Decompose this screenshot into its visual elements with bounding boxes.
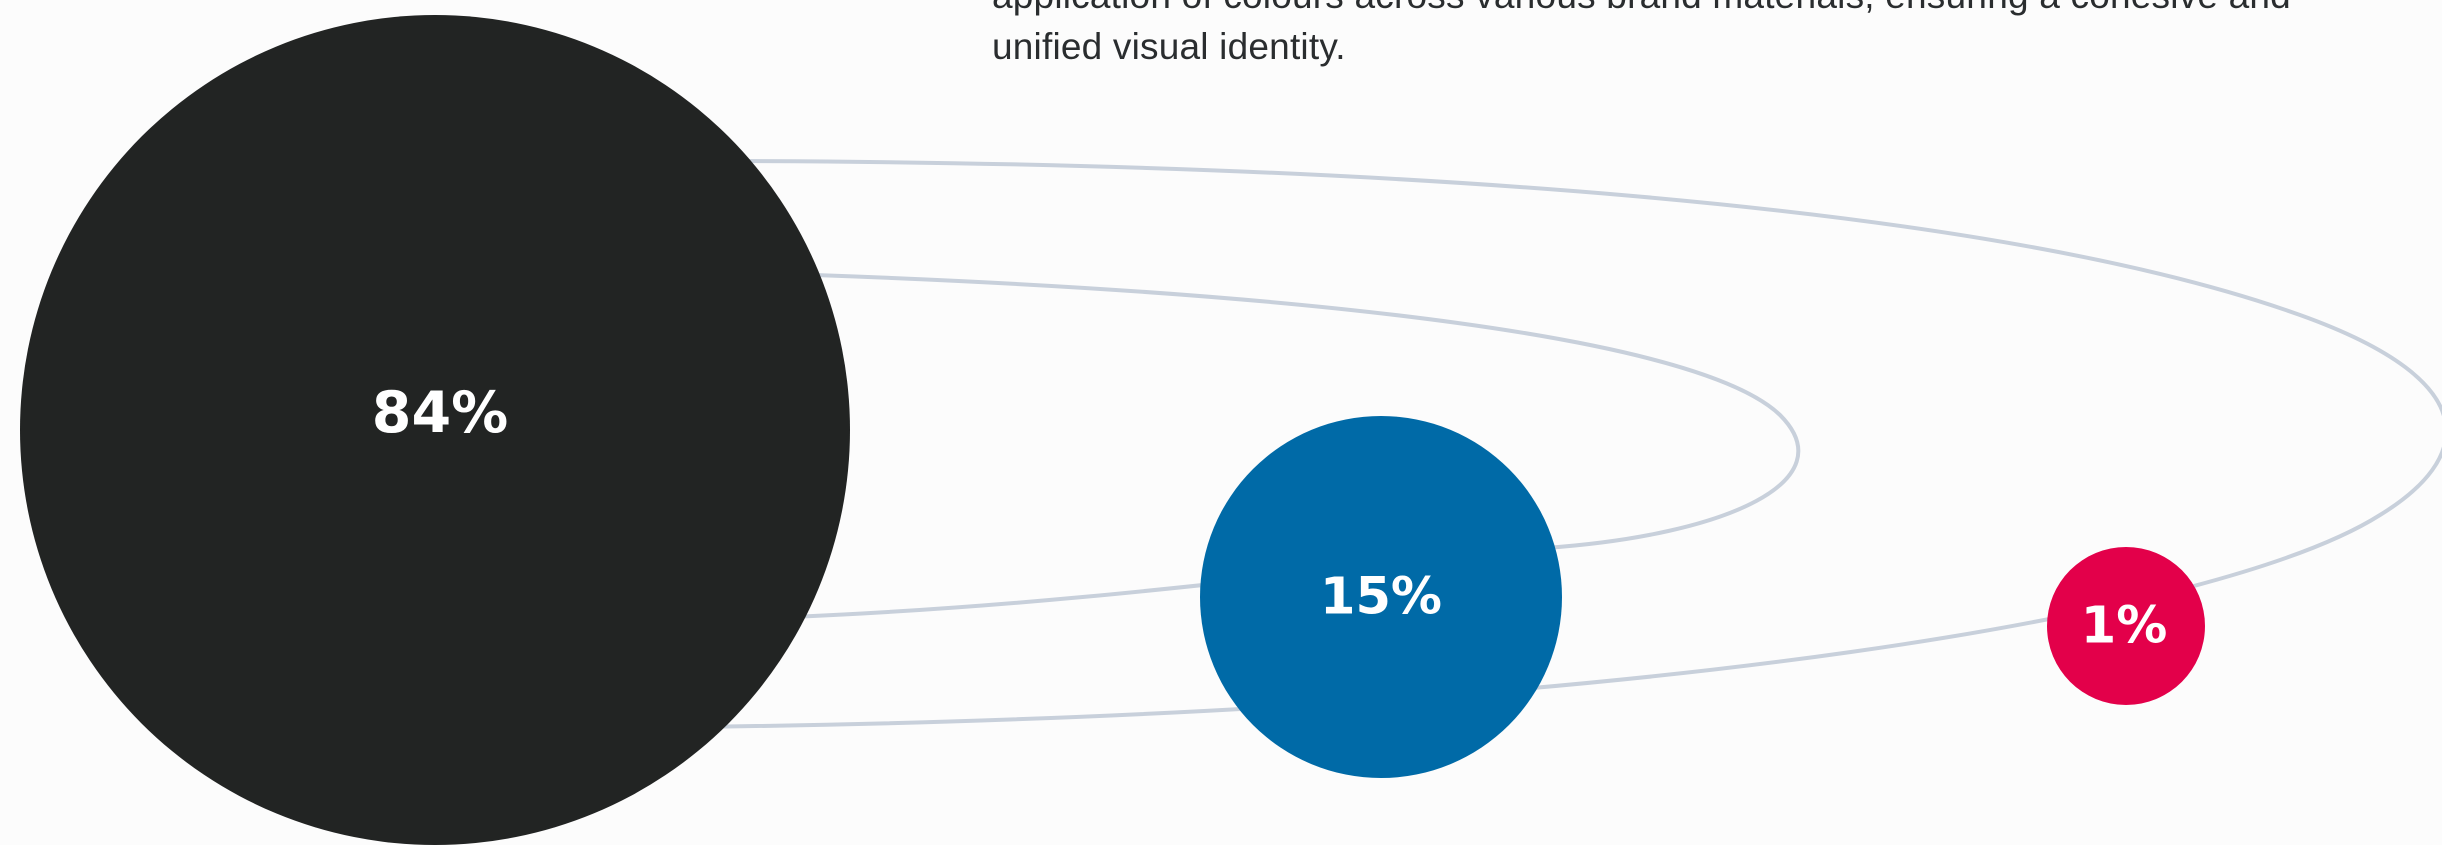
intro-line-1: application of colours across various br… <box>992 0 2442 21</box>
share-circle-1 <box>2047 547 2205 705</box>
outer-orbit <box>689 159 2442 729</box>
share-circle-15 <box>1200 416 1562 778</box>
share-label-15: 15% <box>1320 568 1442 627</box>
intro-line-2: unified visual identity. <box>992 26 1346 67</box>
share-label-84: 84% <box>372 380 508 446</box>
inner-orbit <box>789 273 1801 619</box>
share-circle-84 <box>20 15 850 845</box>
intro-text: application of colours across various br… <box>992 0 2442 72</box>
share-label-1: 1% <box>2081 597 2168 656</box>
